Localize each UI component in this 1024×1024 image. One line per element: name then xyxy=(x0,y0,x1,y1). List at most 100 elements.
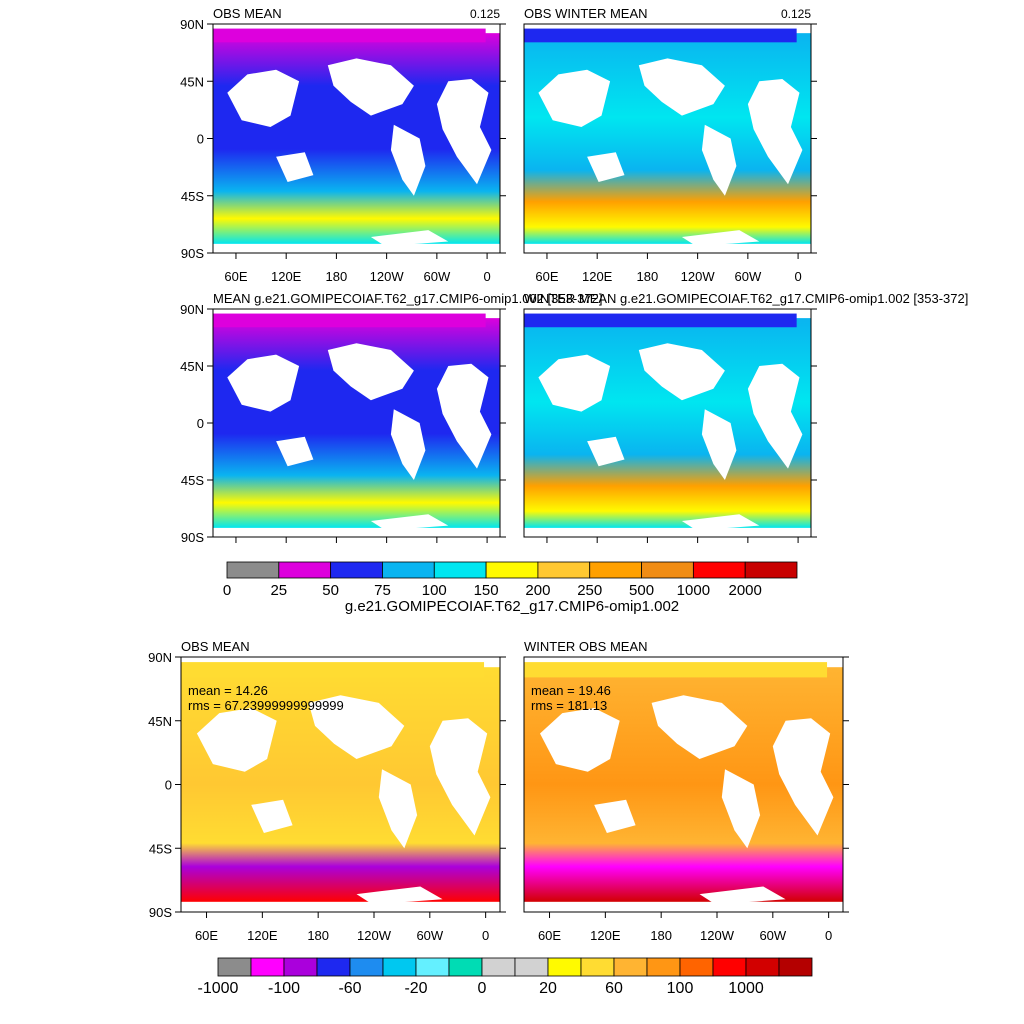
colorbar-swatch xyxy=(547,957,582,977)
x-tick-label: 180 xyxy=(326,269,348,284)
x-tick-label: 180 xyxy=(650,928,672,943)
continent-4 xyxy=(436,363,492,469)
y-tick-label: 45N xyxy=(180,74,204,89)
continent-3 xyxy=(701,124,737,196)
continent-6 xyxy=(699,886,786,905)
continent-2 xyxy=(638,343,725,401)
colorbar-swatch xyxy=(330,561,383,579)
continent-6 xyxy=(681,230,760,247)
x-tick-label: 0 xyxy=(483,269,490,284)
colorbar-label: 150 xyxy=(474,582,499,599)
y-tick-label: 0 xyxy=(165,778,172,793)
continent-3 xyxy=(390,124,426,196)
arctic-band xyxy=(524,662,828,678)
colorbar-label: 500 xyxy=(629,582,654,599)
continent-2 xyxy=(651,695,748,759)
x-tick-label: 120W xyxy=(681,269,716,284)
panel-stat-1: mean = 19.46 xyxy=(531,683,611,698)
x-tick-label: 180 xyxy=(307,928,329,943)
colorbar-top: 0 25 50 75 100 150 200 250 500 1000 2000 g.e21.GOMI… xyxy=(223,561,798,615)
colorbar-swatch xyxy=(283,957,318,977)
colorbar-swatch xyxy=(250,957,285,977)
arctic-band xyxy=(213,28,486,43)
continent-4 xyxy=(436,79,492,185)
y-tick-label: 90S xyxy=(181,530,204,545)
x-tick-label: 60E xyxy=(535,269,558,284)
colorbar-swatch xyxy=(679,957,714,977)
colorbar-swatch xyxy=(613,957,648,977)
continent-6 xyxy=(370,514,449,531)
colorbar-swatch xyxy=(744,561,798,579)
x-tick-label: 0 xyxy=(825,928,832,943)
colorbar-swatch xyxy=(712,957,747,977)
colorbar-swatch xyxy=(641,561,694,579)
colorbar-label: 250 xyxy=(577,582,602,599)
continent-4 xyxy=(747,363,803,469)
continent-1 xyxy=(538,354,611,412)
colorbar-swatch xyxy=(316,957,351,977)
colorbar-swatch xyxy=(778,957,813,977)
colorbar-label: -20 xyxy=(404,980,427,997)
y-tick-label: 0 xyxy=(197,132,204,147)
x-tick-label: 60W xyxy=(423,269,450,284)
colorbar-swatch xyxy=(349,957,384,977)
continent-5 xyxy=(587,436,625,467)
y-tick-label: 90S xyxy=(181,246,204,261)
panel-title: OBS MEAN xyxy=(213,6,282,21)
y-tick-label: 45S xyxy=(181,189,204,204)
colorbar-swatch xyxy=(514,957,549,977)
colorbar-swatch xyxy=(485,561,539,579)
y-tick-label: 45N xyxy=(180,359,204,374)
x-tick-label: 120E xyxy=(271,269,302,284)
x-tick-label: 120W xyxy=(357,928,392,943)
colorbar-label: 1000 xyxy=(728,980,764,997)
panel-title: WINTER MEAN g.e21.GOMIPECOIAF.T62_g17.CM… xyxy=(524,291,968,306)
arctic-band xyxy=(181,662,485,678)
panel-title: OBS WINTER MEAN xyxy=(524,6,648,21)
x-tick-label: 60E xyxy=(195,928,218,943)
continent-4 xyxy=(429,718,491,836)
continent-1 xyxy=(227,69,300,127)
y-tick-label: 45S xyxy=(149,841,172,856)
panel-corner-value: 0.125 xyxy=(470,7,500,21)
arctic-band xyxy=(213,313,486,328)
continent-1 xyxy=(196,708,277,772)
continent-1 xyxy=(227,354,300,412)
y-tick-label: 45N xyxy=(148,714,172,729)
continent-5 xyxy=(276,152,314,182)
colorbar-swatch xyxy=(745,957,780,977)
colorbar-swatch xyxy=(415,957,450,977)
colorbar-label: 20 xyxy=(539,980,557,997)
colorbar-label: -100 xyxy=(268,980,300,997)
colorbar-swatch xyxy=(278,561,332,579)
colorbar-swatch xyxy=(217,957,252,977)
colorbar-label: 1000 xyxy=(677,582,710,599)
map-panel-1: OBS MEAN 0.125 90N 45N 0 45S 90S 60E 120E 180 120W… xyxy=(180,6,506,284)
y-tick-label: 90N xyxy=(180,17,204,32)
panel-title: OBS MEAN xyxy=(181,639,250,654)
continent-2 xyxy=(327,343,414,401)
map-panel-3: MEAN g.e21.GOMIPECOIAF.T62_g17.CMIP6-omi… xyxy=(180,291,602,545)
y-tick-label: 45S xyxy=(181,473,204,488)
panel-corner-value: 0.125 xyxy=(781,7,811,21)
colorbar-swatch xyxy=(537,561,591,579)
colorbar-label: 60 xyxy=(605,980,623,997)
continent-3 xyxy=(378,769,418,849)
x-tick-label: 120E xyxy=(247,928,278,943)
arctic-band xyxy=(524,313,797,328)
continent-3 xyxy=(721,769,761,849)
map-panel-4: WINTER MEAN g.e21.GOMIPECOIAF.T62_g17.CM… xyxy=(523,291,968,543)
x-tick-label: 120W xyxy=(700,928,735,943)
arctic-band xyxy=(524,28,797,43)
colorbar-label: 0 xyxy=(478,980,487,997)
colorbar-swatch xyxy=(692,561,746,579)
colorbar-bottom: -1000 -100 -60 -20 0 20 60 100 1000 xyxy=(198,957,813,997)
colorbar-swatch xyxy=(589,561,642,579)
continent-6 xyxy=(681,514,760,531)
x-tick-label: 180 xyxy=(637,269,659,284)
x-tick-label: 60W xyxy=(416,928,443,943)
continent-3 xyxy=(390,409,426,480)
panel-stat-2: rms = 67.23999999999999 xyxy=(188,698,344,713)
